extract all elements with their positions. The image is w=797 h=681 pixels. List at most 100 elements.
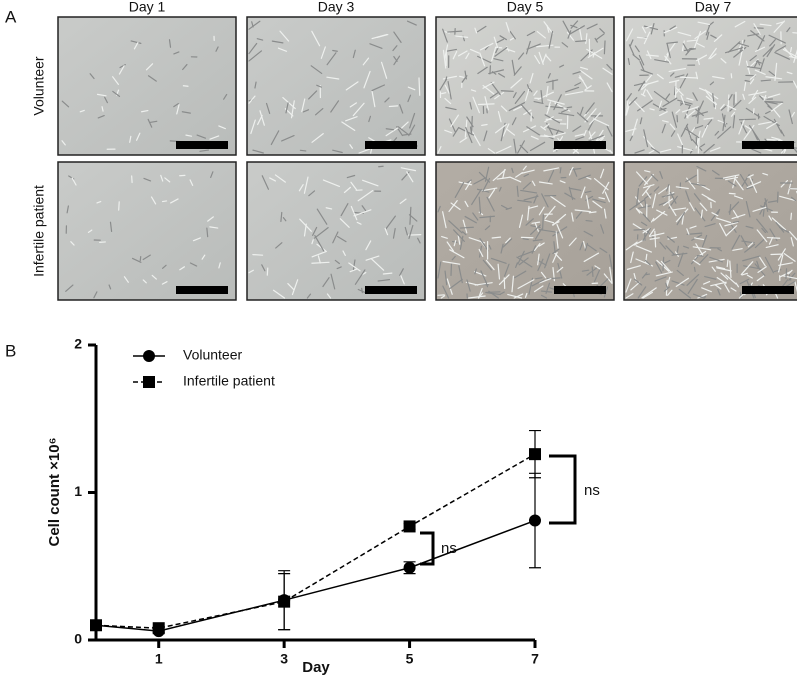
cell — [581, 269, 590, 272]
cell — [779, 270, 792, 278]
cell — [469, 126, 473, 134]
cell — [693, 266, 696, 273]
cell — [282, 217, 287, 222]
cell — [705, 95, 717, 106]
cell — [659, 241, 667, 250]
cell — [570, 24, 578, 29]
cell — [497, 263, 501, 280]
cell — [758, 121, 772, 125]
cell — [682, 106, 700, 113]
cell — [695, 108, 704, 117]
cell — [653, 186, 660, 192]
cell — [400, 121, 409, 130]
cell — [477, 103, 495, 106]
cell — [638, 54, 645, 66]
cell — [696, 42, 705, 48]
cell — [578, 27, 583, 41]
cell — [524, 292, 528, 298]
cell — [602, 67, 613, 75]
cell — [544, 114, 561, 124]
cell — [129, 135, 132, 143]
cell — [481, 123, 488, 126]
cell — [248, 269, 254, 274]
cell — [542, 123, 550, 130]
cell — [686, 228, 690, 235]
x-tick-label: 1 — [155, 651, 163, 667]
cell — [511, 275, 515, 293]
cell — [513, 293, 524, 299]
cell — [606, 63, 613, 71]
cell — [663, 198, 674, 206]
cell — [384, 97, 390, 103]
cell — [299, 218, 312, 232]
cell — [533, 194, 538, 204]
cell — [571, 212, 574, 222]
cell — [162, 264, 167, 269]
cell — [757, 266, 767, 273]
cell — [496, 38, 505, 44]
cell — [599, 168, 605, 179]
cell — [519, 144, 529, 154]
column-header: Day 1 — [129, 0, 166, 15]
x-tick-label: 3 — [280, 651, 288, 667]
cell — [457, 50, 468, 57]
cell — [603, 147, 613, 154]
cell — [686, 97, 694, 101]
cell — [649, 108, 655, 111]
cell — [626, 265, 641, 270]
cell — [710, 281, 727, 287]
cell — [494, 123, 508, 134]
cell — [223, 93, 228, 100]
cell — [340, 203, 349, 217]
cell — [692, 92, 698, 102]
cell — [688, 127, 696, 137]
cell — [766, 236, 781, 239]
cell — [478, 171, 491, 183]
cell — [209, 226, 219, 229]
cell — [770, 102, 783, 112]
cell — [774, 51, 790, 60]
cell — [773, 109, 781, 118]
micrograph — [246, 161, 426, 301]
data-point — [403, 561, 416, 574]
cell — [322, 179, 341, 188]
cell — [349, 268, 358, 273]
cell — [354, 269, 366, 285]
cell — [281, 134, 295, 142]
cell — [451, 255, 456, 261]
cell — [537, 258, 544, 272]
cell — [365, 255, 380, 261]
cell — [651, 217, 655, 223]
cell — [787, 269, 793, 275]
cell — [326, 52, 337, 66]
cell — [604, 191, 610, 203]
cell — [769, 39, 776, 47]
cell — [743, 124, 755, 140]
cell — [754, 69, 766, 75]
cell — [526, 126, 542, 137]
cell — [541, 193, 549, 208]
cell — [161, 200, 168, 203]
cell — [592, 198, 606, 204]
cell — [349, 144, 353, 149]
cell — [442, 260, 461, 265]
cell — [593, 118, 610, 127]
cell — [636, 188, 640, 207]
cell — [161, 281, 168, 285]
cell — [349, 102, 358, 108]
cell — [332, 231, 339, 244]
cell — [744, 79, 750, 83]
cell — [444, 84, 450, 95]
cell — [89, 73, 95, 80]
cell — [526, 30, 536, 37]
cell — [561, 42, 569, 48]
cell — [465, 126, 473, 144]
cell — [254, 81, 257, 89]
cell — [650, 174, 659, 182]
cell — [580, 186, 586, 199]
data-point — [403, 520, 416, 533]
cell — [140, 109, 149, 113]
cell — [632, 54, 641, 61]
cell — [543, 134, 549, 137]
data-point — [529, 448, 541, 461]
